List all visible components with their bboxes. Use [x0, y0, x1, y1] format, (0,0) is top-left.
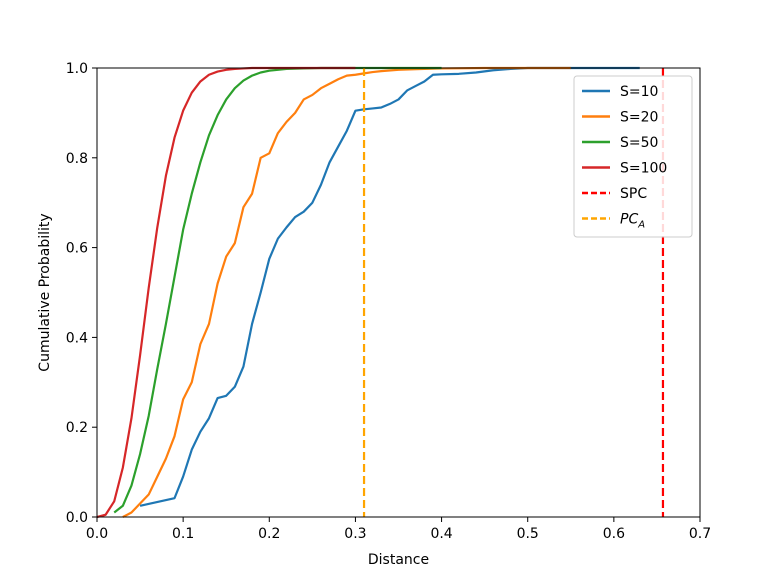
series-line-s-10: [139, 66, 640, 507]
legend-label-s-50: S=50: [620, 135, 658, 151]
x-tick-label: 0.6: [603, 526, 625, 542]
y-tick-label: 0.4: [66, 330, 88, 346]
x-axis-label: Distance: [368, 552, 429, 568]
legend-label-s-100: S=100: [620, 161, 667, 177]
x-tick-label: 0.3: [344, 526, 366, 542]
y-tick-label: 0.2: [66, 420, 88, 436]
legend-label-pc-a: PCA: [620, 212, 645, 231]
legend: S=10 S=20 S=50 S=100 SPC PCA: [573, 75, 693, 238]
y-axis-label: Cumulative Probability: [37, 213, 53, 371]
series-line-s-20: [122, 66, 571, 518]
y-tick-label: 0.6: [66, 241, 88, 257]
axes-frame: [96, 67, 701, 518]
axis-ticks: 0.0 0.1 0.2 0.3 0.4 0.5 0.6 0.7 0.0 0.2 0.4 0.6 0.8 1…: [66, 61, 711, 542]
x-tick-label: 0.4: [430, 526, 452, 542]
y-tick-label: 0.8: [66, 151, 88, 167]
x-tick-label: 0.7: [689, 526, 711, 542]
x-tick-label: 0.0: [86, 526, 108, 542]
legend-label-spc: SPC: [620, 186, 647, 202]
y-tick-label: 0.0: [66, 510, 88, 526]
x-tick-label: 0.1: [172, 526, 194, 542]
x-tick-label: 0.2: [258, 526, 280, 542]
plot-area: [97, 66, 665, 519]
x-tick-label: 0.5: [517, 526, 539, 542]
legend-label-s-20: S=20: [620, 110, 658, 126]
y-tick-label: 1.0: [66, 61, 88, 77]
legend-label-s-10: S=10: [620, 84, 658, 100]
